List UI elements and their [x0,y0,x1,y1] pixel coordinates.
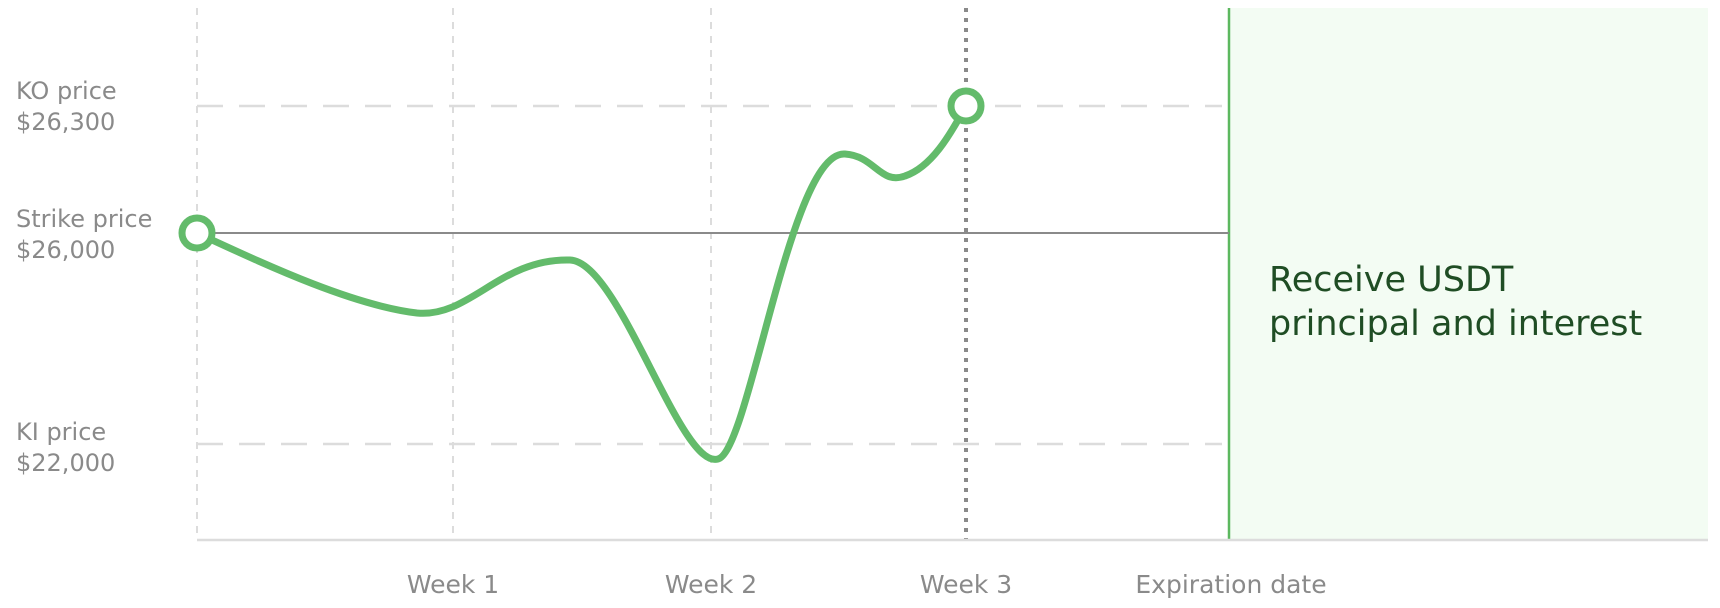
ko-point [947,87,985,125]
price-path [193,102,970,463]
vertical-guides [196,8,712,540]
panel-text: principal and interest [1269,304,1642,344]
level-label: KI price [16,418,106,446]
level-price: $26,000 [16,236,115,264]
level-lines [197,104,1222,446]
x-label: Week 1 [407,570,499,599]
result-panel [1229,8,1708,540]
level-price: $26,300 [16,108,115,136]
x-label: Week 3 [920,570,1012,599]
level-label: KO price [16,77,117,105]
level-price: $22,000 [16,449,115,477]
x-label: Expiration date [1135,570,1326,599]
x-label: Week 2 [665,570,757,599]
panel-text: Receive USDT [1269,260,1514,300]
start-point [178,214,216,252]
level-label: Strike price [16,205,152,233]
